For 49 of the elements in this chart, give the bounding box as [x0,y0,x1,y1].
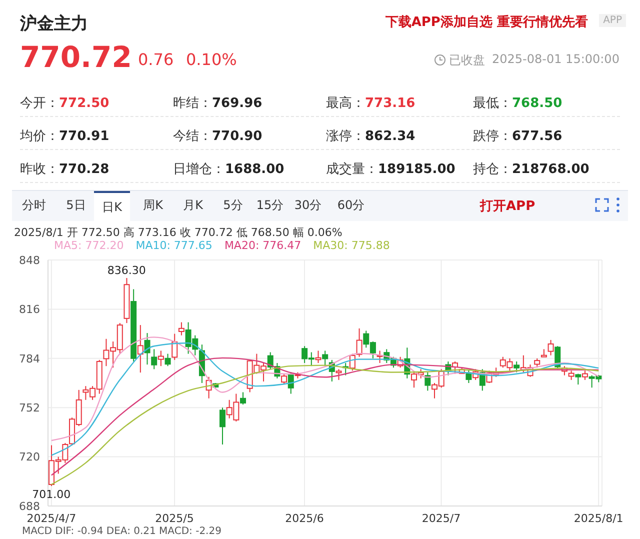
text: 最低：768.50 [473,96,562,111]
annotation: 701.00 [32,488,71,501]
text: MA30: 775.88 [313,239,390,252]
text: 持仓：218768.00 [473,162,590,177]
text: 今结：770.90 [173,129,262,144]
text: 均价：770.91 [20,129,110,144]
y-tick-label: 848 [19,254,40,267]
text: 2025-08-01 15:00:00 [492,52,620,66]
text: 0.10% [186,50,237,69]
text: 0.76 [138,50,174,69]
text: 已收盘 [449,52,485,69]
text: MACD DIF: -0.94 DEA: 0.21 MACD: -2.29 [22,526,222,537]
text: 下载APP添加自选 重要行情优先看 [385,14,588,31]
x-tick-label: 2025/8/1 [574,512,624,525]
text: 2025/8/1 开 772.50 高 773.16 收 770.72 低 768.50 幅 0.06% [14,225,342,240]
text: 今开：772.50 [20,96,110,111]
text: 月K [182,197,204,214]
text: 跌停：677.56 [473,129,562,144]
text: 15分 [255,197,285,214]
text: MA10: 777.65 [136,239,212,252]
text: MA5: 772.20 [54,239,124,252]
y-tick-label: 688 [19,500,40,513]
text: 分时 [21,197,47,214]
y-tick-label: 752 [19,402,40,415]
text: 5日 [65,197,87,214]
text: 昨收：770.28 [20,162,110,177]
text: 最高：773.16 [326,96,416,111]
text: 日K [94,191,130,222]
y-tick-label: 720 [19,450,40,464]
x-tick-label: 2025/5 [155,512,194,525]
x-tick-label: 2025/4/7 [26,512,76,525]
text: 5分 [222,197,244,214]
text: 涨停：862.34 [326,129,416,144]
y-tick-label: 784 [19,352,40,366]
text: 770.72 [20,40,132,74]
text: MA20: 776.47 [224,239,302,252]
text: 昨结：769.96 [173,96,262,111]
text: APP [599,14,626,27]
x-tick-label: 2025/6 [285,512,324,525]
text: 打开APP [480,198,536,215]
text: 30分 [293,197,323,214]
x-tick-label: 2025/7 [422,512,461,525]
text: 周K [142,197,164,214]
y-tick-label: 816 [19,303,40,316]
text: 日增仓：1688.00 [173,162,284,177]
text: 成交量：189185.00 [326,162,456,177]
chart-title: 沪金主力 [20,13,88,35]
annotation: 836.30 [107,264,146,277]
text: 60分 [336,197,366,214]
